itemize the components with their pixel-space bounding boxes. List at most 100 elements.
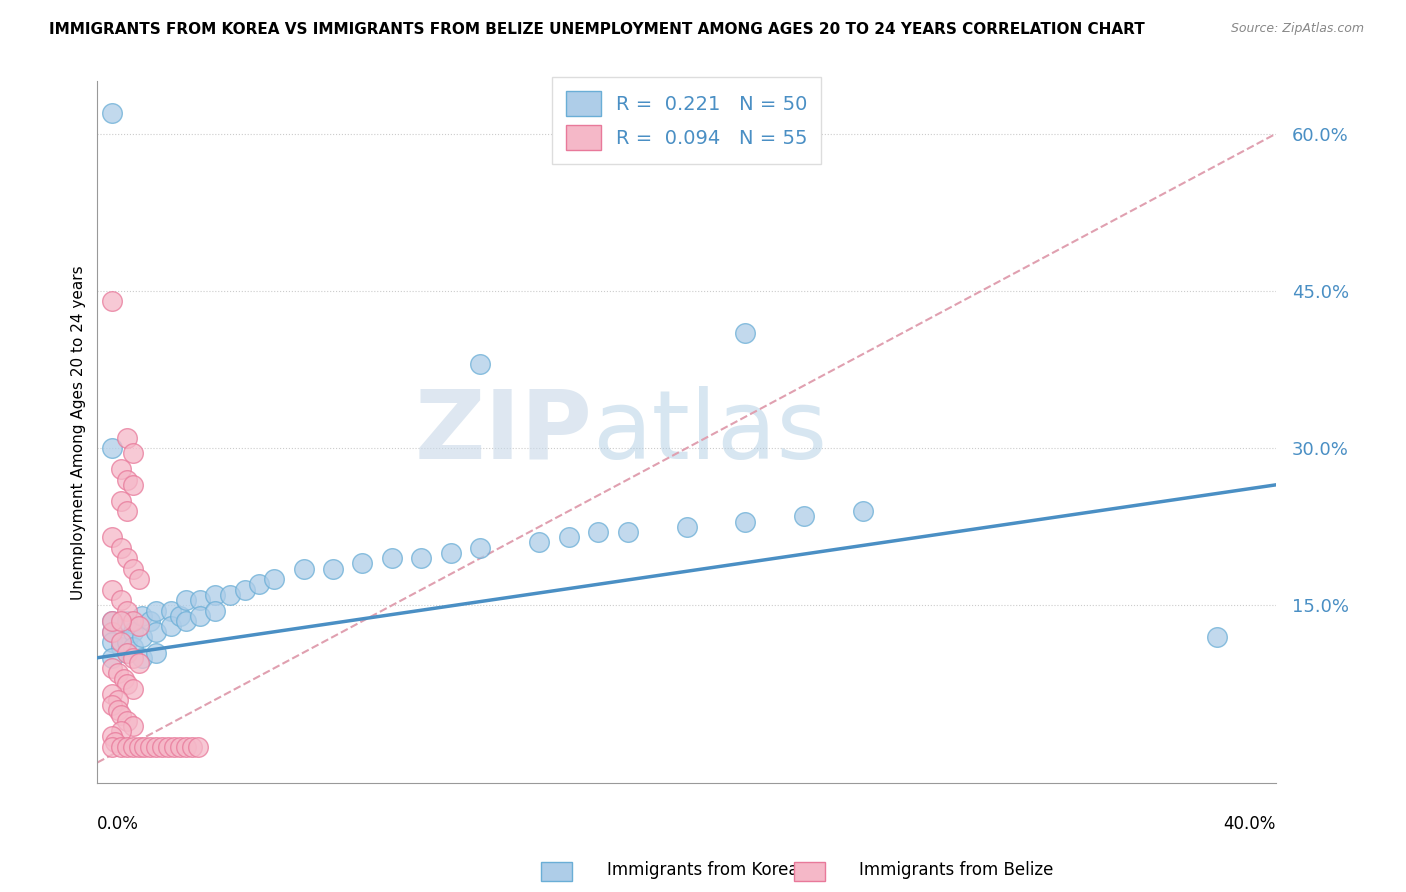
Point bbox=[121, 614, 143, 628]
Point bbox=[121, 739, 143, 754]
Point bbox=[101, 688, 124, 702]
Point bbox=[139, 614, 162, 628]
Point bbox=[128, 656, 150, 670]
Text: atlas: atlas bbox=[592, 386, 827, 479]
Point bbox=[852, 504, 875, 518]
Point bbox=[101, 739, 124, 754]
Point bbox=[734, 515, 756, 529]
Point bbox=[160, 619, 183, 633]
Point bbox=[157, 739, 180, 754]
Point bbox=[233, 582, 256, 597]
Point bbox=[101, 582, 124, 597]
Point bbox=[115, 646, 138, 660]
Point bbox=[101, 635, 124, 649]
Point bbox=[190, 608, 212, 623]
Point bbox=[247, 577, 270, 591]
Point bbox=[101, 614, 124, 628]
Point bbox=[112, 672, 135, 686]
Point bbox=[1205, 630, 1227, 644]
Point bbox=[101, 624, 124, 639]
Point bbox=[110, 593, 132, 607]
Text: 0.0%: 0.0% bbox=[97, 815, 139, 833]
Point bbox=[145, 624, 167, 639]
Point bbox=[131, 630, 153, 644]
Point bbox=[292, 562, 315, 576]
Point bbox=[115, 473, 138, 487]
Point bbox=[121, 640, 143, 655]
Point bbox=[174, 593, 197, 607]
Point bbox=[529, 535, 551, 549]
Point bbox=[101, 614, 124, 628]
Point bbox=[121, 446, 143, 460]
Point bbox=[115, 714, 138, 728]
Point bbox=[470, 357, 492, 371]
Y-axis label: Unemployment Among Ages 20 to 24 years: Unemployment Among Ages 20 to 24 years bbox=[72, 265, 86, 599]
Point bbox=[675, 520, 697, 534]
Point bbox=[204, 588, 226, 602]
Point bbox=[107, 692, 129, 706]
Point bbox=[110, 462, 132, 476]
Point bbox=[101, 661, 124, 675]
Point bbox=[101, 106, 124, 120]
Point bbox=[734, 326, 756, 340]
Point bbox=[121, 624, 143, 639]
Text: Source: ZipAtlas.com: Source: ZipAtlas.com bbox=[1230, 22, 1364, 36]
Point bbox=[110, 541, 132, 555]
Point bbox=[101, 729, 124, 743]
Text: Immigrants from Belize: Immigrants from Belize bbox=[859, 861, 1053, 879]
Point bbox=[107, 666, 129, 681]
Point bbox=[470, 541, 492, 555]
Point bbox=[440, 546, 463, 560]
Point bbox=[186, 739, 208, 754]
Point bbox=[411, 551, 433, 566]
Point bbox=[115, 504, 138, 518]
Point bbox=[115, 677, 138, 691]
Point bbox=[163, 739, 186, 754]
Point bbox=[110, 739, 132, 754]
Point bbox=[134, 739, 156, 754]
Point bbox=[110, 708, 132, 723]
Point bbox=[381, 551, 404, 566]
Point bbox=[145, 604, 167, 618]
Point bbox=[101, 624, 124, 639]
Point bbox=[131, 608, 153, 623]
Point bbox=[160, 604, 183, 618]
Point bbox=[107, 703, 129, 717]
Point bbox=[263, 572, 285, 586]
Point bbox=[104, 734, 127, 748]
Point bbox=[169, 608, 191, 623]
Point bbox=[101, 650, 124, 665]
Point bbox=[145, 739, 167, 754]
Point bbox=[115, 614, 138, 628]
Point bbox=[110, 640, 132, 655]
Point bbox=[616, 524, 638, 539]
Text: 40.0%: 40.0% bbox=[1223, 815, 1275, 833]
Point bbox=[174, 739, 197, 754]
Point bbox=[793, 509, 815, 524]
Point bbox=[128, 619, 150, 633]
Point bbox=[322, 562, 344, 576]
Point bbox=[110, 614, 132, 628]
Point bbox=[110, 635, 132, 649]
Point bbox=[115, 431, 138, 445]
Point bbox=[219, 588, 242, 602]
Point bbox=[101, 294, 124, 309]
Point bbox=[190, 593, 212, 607]
Point bbox=[128, 739, 150, 754]
Point bbox=[101, 530, 124, 544]
Point bbox=[174, 614, 197, 628]
Point bbox=[115, 551, 138, 566]
Text: ZIP: ZIP bbox=[415, 386, 592, 479]
Point bbox=[352, 557, 374, 571]
Point bbox=[557, 530, 579, 544]
Point bbox=[121, 478, 143, 492]
Point bbox=[110, 724, 132, 739]
Point bbox=[121, 719, 143, 733]
Point bbox=[139, 739, 162, 754]
Point bbox=[180, 739, 202, 754]
Point bbox=[121, 650, 143, 665]
Point bbox=[169, 739, 191, 754]
Point bbox=[115, 604, 138, 618]
Point bbox=[128, 572, 150, 586]
Point bbox=[101, 441, 124, 455]
